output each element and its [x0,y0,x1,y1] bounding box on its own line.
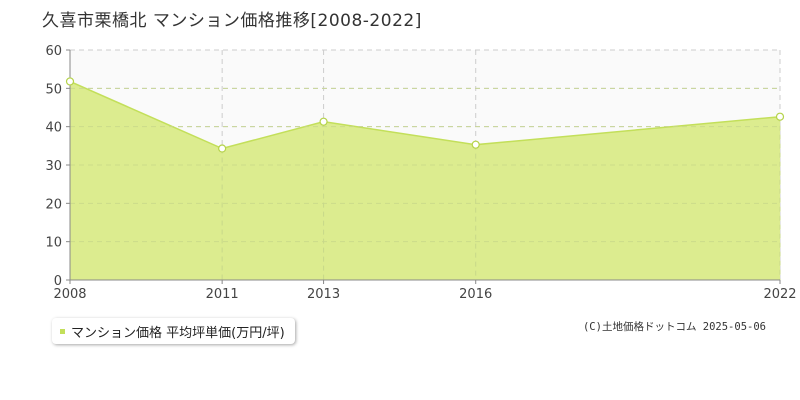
data-point-2022 [775,112,785,121]
y-tick-label-20: 20 [45,197,62,212]
y-tick-label-60: 60 [45,44,62,59]
data-point-2013 [319,117,328,126]
series-area-0 [70,81,780,280]
copyright-credit: (C)土地価格ドットコム 2025-05-06 [582,321,766,333]
x-tick-label-2022: 2022 [763,287,796,302]
legend-swatch [60,328,65,334]
legend-label: マンション価格 平均坪単価(万円/坪) [71,325,285,341]
vertical-gridlines-overlay [70,87,781,280]
y-tick-label-0: 0 [54,274,62,289]
area-chart: 0 10 20 30 40 50 60 2008 2011 2013 2016 2022 [45,44,797,302]
data-point-2016 [471,140,480,149]
x-tick-label-2013: 2013 [307,287,340,302]
chart-title: 久喜市栗橋北 マンション価格推移[2008-2022] [42,11,422,31]
data-point-markers [65,77,785,153]
y-tick-label-10: 10 [45,236,62,251]
x-tick-label-2016: 2016 [459,287,492,302]
y-tick-label-40: 40 [45,121,62,136]
legend: マンション価格 平均坪単価(万円/坪) [52,318,295,344]
data-point-2008 [65,77,75,86]
y-tick-labels: 0 10 20 30 40 50 60 [45,44,70,289]
data-point-2011 [218,144,227,153]
x-tick-labels: 2008 2011 2013 2016 2022 [53,280,797,302]
y-tick-label-50: 50 [45,82,62,97]
y-tick-label-30: 30 [45,159,62,174]
x-tick-label-2008: 2008 [53,287,86,302]
x-tick-label-2011: 2011 [206,287,239,302]
